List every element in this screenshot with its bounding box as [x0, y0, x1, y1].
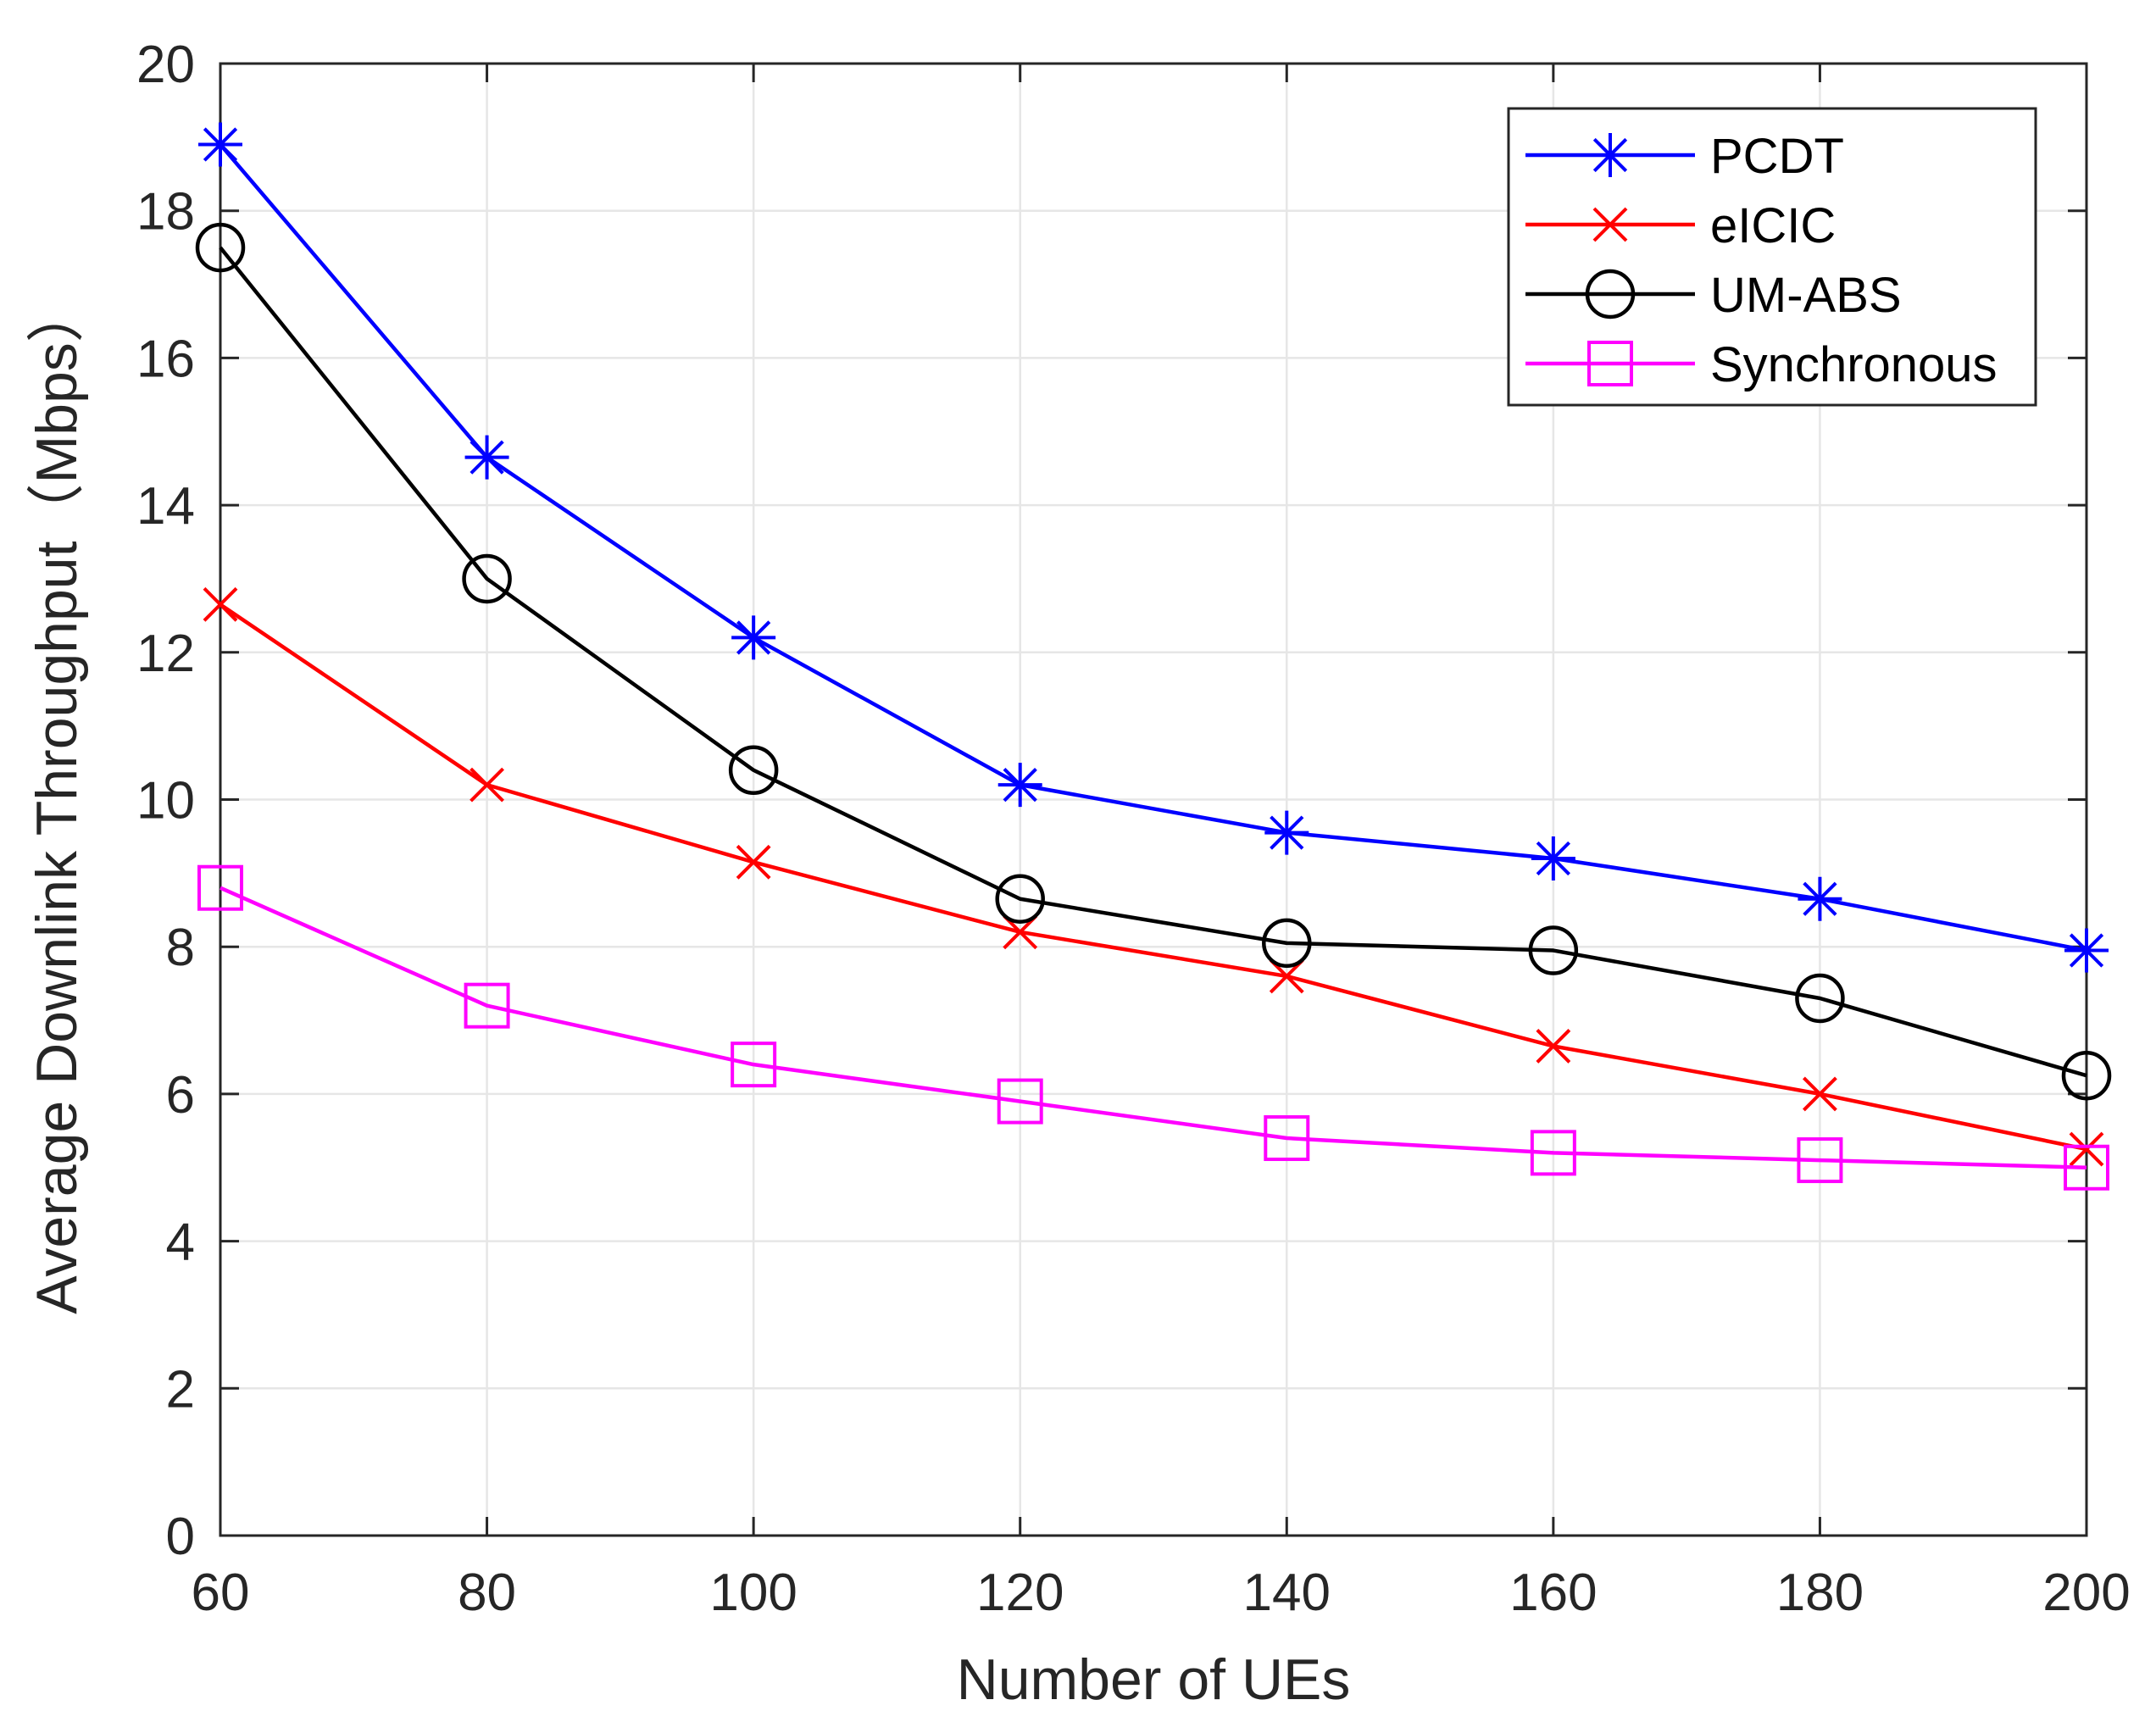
- legend-entry-pcdt: PCDT: [1525, 129, 1844, 184]
- y-tick-label: 2: [166, 1360, 195, 1419]
- data-point-synchronous: [2064, 1144, 2109, 1191]
- legend-label: Synchronous: [1710, 337, 1998, 392]
- y-tick-label: 18: [136, 183, 195, 242]
- data-point-pcdt: [2064, 928, 2109, 973]
- data-point-pcdt: [731, 615, 776, 660]
- data-point-pcdt: [464, 435, 509, 480]
- y-tick-label: 6: [166, 1066, 195, 1125]
- data-point-eicic: [736, 844, 771, 880]
- data-point-eicic: [2069, 1131, 2104, 1167]
- data-point-eicic: [1269, 958, 1304, 994]
- x-tick-label: 160: [1509, 1564, 1597, 1622]
- series-line-synchronous: [219, 886, 2087, 1169]
- legend-entry-synchronous: Synchronous: [1525, 337, 1998, 392]
- legend-label: PCDT: [1710, 129, 1844, 184]
- x-tick-label: 120: [976, 1564, 1064, 1622]
- data-point-synchronous: [731, 1042, 777, 1088]
- axis-ticks: 60 80 100 120 140 160 180 200 0 2 4 6 8 10 12 14 16 18 20: [136, 36, 2131, 1622]
- legend-swatch-marker: [1588, 133, 1632, 177]
- data-point-um-abs: [195, 222, 246, 273]
- legend-label: eICIC: [1710, 198, 1836, 253]
- data-point-pcdt: [198, 122, 242, 167]
- series-line-eicic: [219, 603, 2087, 1152]
- data-point-eicic: [1536, 1029, 1571, 1064]
- y-tick-label: 20: [136, 36, 195, 94]
- data-point-synchronous: [197, 864, 243, 911]
- series-synchronous: [197, 864, 2109, 1191]
- series-layer: [195, 122, 2112, 1191]
- data-point-synchronous: [464, 982, 510, 1029]
- y-tick-label: 8: [166, 919, 195, 977]
- y-tick-label: 0: [166, 1508, 195, 1566]
- x-tick-label: 60: [192, 1564, 250, 1622]
- data-point-pcdt: [1264, 810, 1309, 855]
- series-pcdt: [198, 122, 2109, 973]
- legend: PCDT eICIC UM-ABS Synchronous: [1507, 107, 2037, 407]
- data-point-eicic: [203, 586, 238, 622]
- series-eicic: [203, 586, 2104, 1167]
- data-point-synchronous: [1797, 1137, 1843, 1184]
- x-tick-label: 100: [709, 1564, 797, 1622]
- legend-label: UM-ABS: [1710, 268, 1902, 323]
- data-point-um-abs: [2061, 1050, 2112, 1101]
- data-point-pcdt: [1798, 876, 1842, 921]
- data-point-synchronous: [1530, 1130, 1576, 1176]
- series-line-um-abs: [219, 246, 2087, 1078]
- data-point-pcdt: [997, 763, 1042, 808]
- y-axis-title: Average Downlink Throughput（Mbps）: [25, 285, 89, 1314]
- legend-entry-um-abs: UM-ABS: [1525, 268, 1902, 323]
- series-line-pcdt: [219, 143, 2087, 953]
- data-point-eicic: [470, 767, 504, 803]
- data-point-um-abs: [462, 553, 512, 604]
- x-tick-label: 180: [1776, 1564, 1864, 1622]
- data-point-um-abs: [1795, 973, 1845, 1024]
- y-tick-label: 4: [166, 1214, 195, 1272]
- data-point-eicic: [1803, 1076, 1837, 1112]
- data-point-um-abs: [728, 745, 779, 796]
- y-tick-label: 12: [136, 625, 195, 683]
- x-tick-label: 140: [1243, 1564, 1331, 1622]
- legend-swatch-marker: [1587, 341, 1633, 386]
- data-point-eicic: [1003, 914, 1038, 950]
- y-tick-label: 10: [136, 772, 195, 830]
- y-tick-label: 14: [136, 477, 195, 536]
- x-tick-label: 200: [2042, 1564, 2130, 1622]
- data-point-synchronous: [997, 1078, 1043, 1125]
- data-point-pcdt: [1531, 836, 1575, 880]
- x-tick-label: 80: [458, 1564, 516, 1622]
- data-point-synchronous: [1264, 1115, 1310, 1162]
- x-axis-title: Number of UEs: [957, 1647, 1351, 1712]
- y-tick-label: 16: [136, 330, 195, 388]
- legend-swatch-marker: [1592, 207, 1628, 242]
- legend-entry-eicic: eICIC: [1525, 198, 1836, 253]
- legend-box: [1507, 107, 2037, 407]
- data-point-um-abs: [995, 874, 1045, 924]
- series-um-abs: [195, 222, 2112, 1101]
- data-point-um-abs: [1262, 918, 1312, 969]
- legend-swatch-marker: [1585, 269, 1636, 319]
- data-point-um-abs: [1528, 925, 1579, 975]
